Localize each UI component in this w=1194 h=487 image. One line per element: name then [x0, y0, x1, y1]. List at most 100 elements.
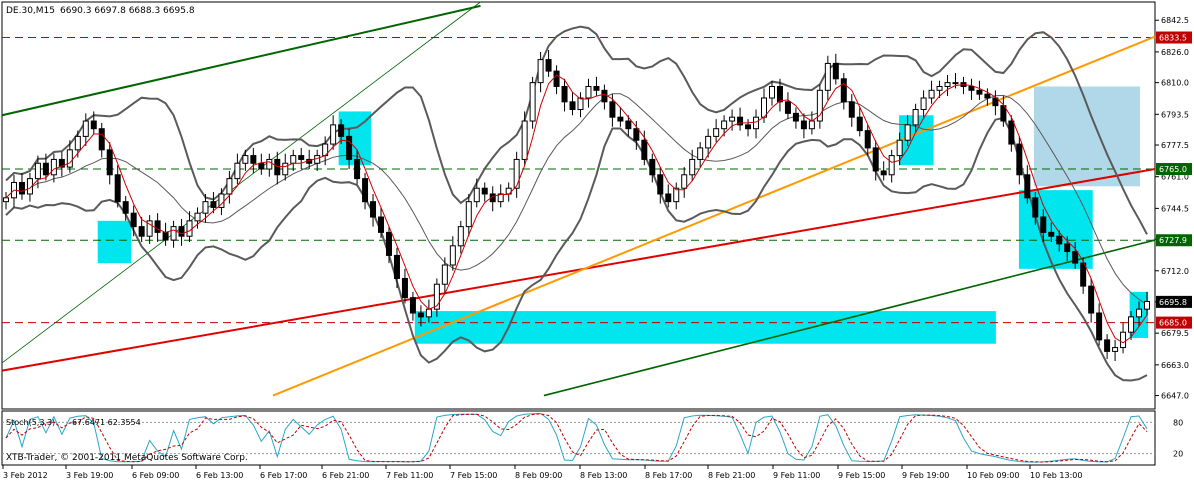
- candle-body: [808, 120, 815, 130]
- zone-rect: [414, 311, 996, 344]
- candle-body: [362, 178, 369, 203]
- trend-line: [1, 4, 481, 117]
- candle-body: [170, 226, 177, 241]
- time-tick-label: 6 Feb 13:00: [196, 471, 243, 480]
- indicator-frame: [1, 410, 1156, 466]
- lower-band-line: [5, 116, 1148, 382]
- candle-body: [705, 135, 712, 149]
- candle-body: [569, 101, 576, 111]
- candle-body: [944, 82, 951, 87]
- candle-body: [346, 135, 353, 160]
- candle-body: [1048, 231, 1055, 237]
- candle-body: [449, 245, 456, 266]
- candle-body: [920, 97, 927, 111]
- time-tick-label: 10 Feb 13:00: [1030, 471, 1082, 480]
- candle-body: [74, 135, 81, 151]
- candle-body: [1136, 308, 1143, 318]
- candle-body: [784, 101, 791, 114]
- candle-body: [968, 85, 975, 91]
- time-tick-label: 10 Feb 09:00: [967, 471, 1019, 480]
- candle-body: [776, 85, 783, 103]
- candle-body: [625, 120, 632, 130]
- candle-body: [42, 162, 49, 176]
- candle-body: [370, 201, 377, 218]
- time-tick-label: 3 Feb 19:00: [66, 471, 113, 480]
- price-level-badge: [1156, 316, 1192, 329]
- candle-body: [226, 178, 233, 195]
- candle-body: [529, 82, 536, 122]
- candle-body: [330, 124, 337, 145]
- candle-body: [553, 70, 560, 87]
- candle-body: [537, 59, 544, 84]
- main-plot-frame: [1, 1, 1156, 410]
- current-price-label: 6695.8: [1159, 298, 1187, 307]
- candle-body: [601, 89, 608, 103]
- candle-body: [50, 158, 57, 176]
- trend-line: [1, 1, 481, 364]
- price-level-label: 6833.5: [1159, 34, 1187, 43]
- candle-body: [66, 149, 73, 168]
- time-tick-label: 3 Feb 2012: [3, 471, 48, 480]
- candle-body: [385, 231, 392, 256]
- candle-body: [545, 59, 552, 72]
- candle-body: [393, 254, 400, 279]
- candle-body: [242, 155, 249, 164]
- candle-body: [497, 193, 504, 203]
- candle-body: [577, 97, 584, 111]
- time-tick-label: 6 Feb 21:00: [322, 471, 369, 480]
- candle-body: [561, 85, 568, 103]
- candle-body: [721, 120, 728, 130]
- candle-body: [737, 116, 744, 126]
- candle-body: [1104, 339, 1111, 352]
- zone-rect: [1018, 190, 1093, 269]
- candle-body: [58, 158, 65, 168]
- candle-body: [481, 187, 488, 195]
- candle-body: [936, 85, 943, 91]
- candle-body: [433, 283, 440, 310]
- candle-body: [1016, 143, 1023, 176]
- candle-body: [282, 162, 289, 176]
- time-tick-label: 6 Feb 17:00: [260, 471, 307, 480]
- candle-body: [194, 212, 201, 222]
- candle-body: [745, 124, 752, 130]
- candle-body: [401, 277, 408, 299]
- candle-body: [34, 162, 41, 180]
- candle-body: [90, 120, 97, 130]
- current-price-badge: [1156, 295, 1192, 308]
- candle-body: [106, 149, 113, 176]
- price-level-badge: [1156, 163, 1192, 176]
- time-tick-label: 9 Feb 11:00: [773, 471, 820, 480]
- price-level-badge: [1156, 31, 1192, 44]
- candle-body: [82, 120, 89, 137]
- candle-body: [1024, 174, 1031, 199]
- candle-body: [856, 116, 863, 132]
- candle-body: [425, 308, 432, 318]
- zone-rect: [97, 220, 132, 264]
- trend-line: [272, 35, 1156, 397]
- candle-body: [178, 226, 185, 237]
- candle-body: [162, 231, 169, 241]
- indicator-values: 67.6471 62.3554: [72, 418, 141, 427]
- time-tick-label: 8 Feb 21:00: [708, 471, 755, 480]
- candle-body: [816, 89, 823, 122]
- ohlc-label: 6690.3 6697.8 6688.3 6695.8: [60, 6, 195, 16]
- time-tick-label: 9 Feb 15:00: [838, 471, 885, 480]
- candle-body: [1120, 331, 1127, 349]
- candle-body: [864, 130, 871, 149]
- candle-body: [513, 158, 520, 189]
- candle-body: [729, 116, 736, 122]
- candle-body: [896, 139, 903, 157]
- candle-body: [26, 178, 33, 195]
- candle-body: [649, 158, 656, 176]
- time-tick-label: 7 Feb 11:00: [386, 471, 433, 480]
- candle-body: [792, 112, 799, 122]
- trend-lines: [1, 1, 1156, 397]
- price-level-label: 6685.0: [1159, 319, 1187, 328]
- time-tick-label: 8 Feb 09:00: [515, 471, 562, 480]
- time-axis: 3 Feb 2012 3 Feb 19:00 6 Feb 09:00 6 Feb 13…: [2, 465, 1082, 480]
- time-tick-label: 7 Feb 15:00: [450, 471, 497, 480]
- candle-body: [138, 226, 145, 237]
- candle-body: [880, 170, 887, 176]
